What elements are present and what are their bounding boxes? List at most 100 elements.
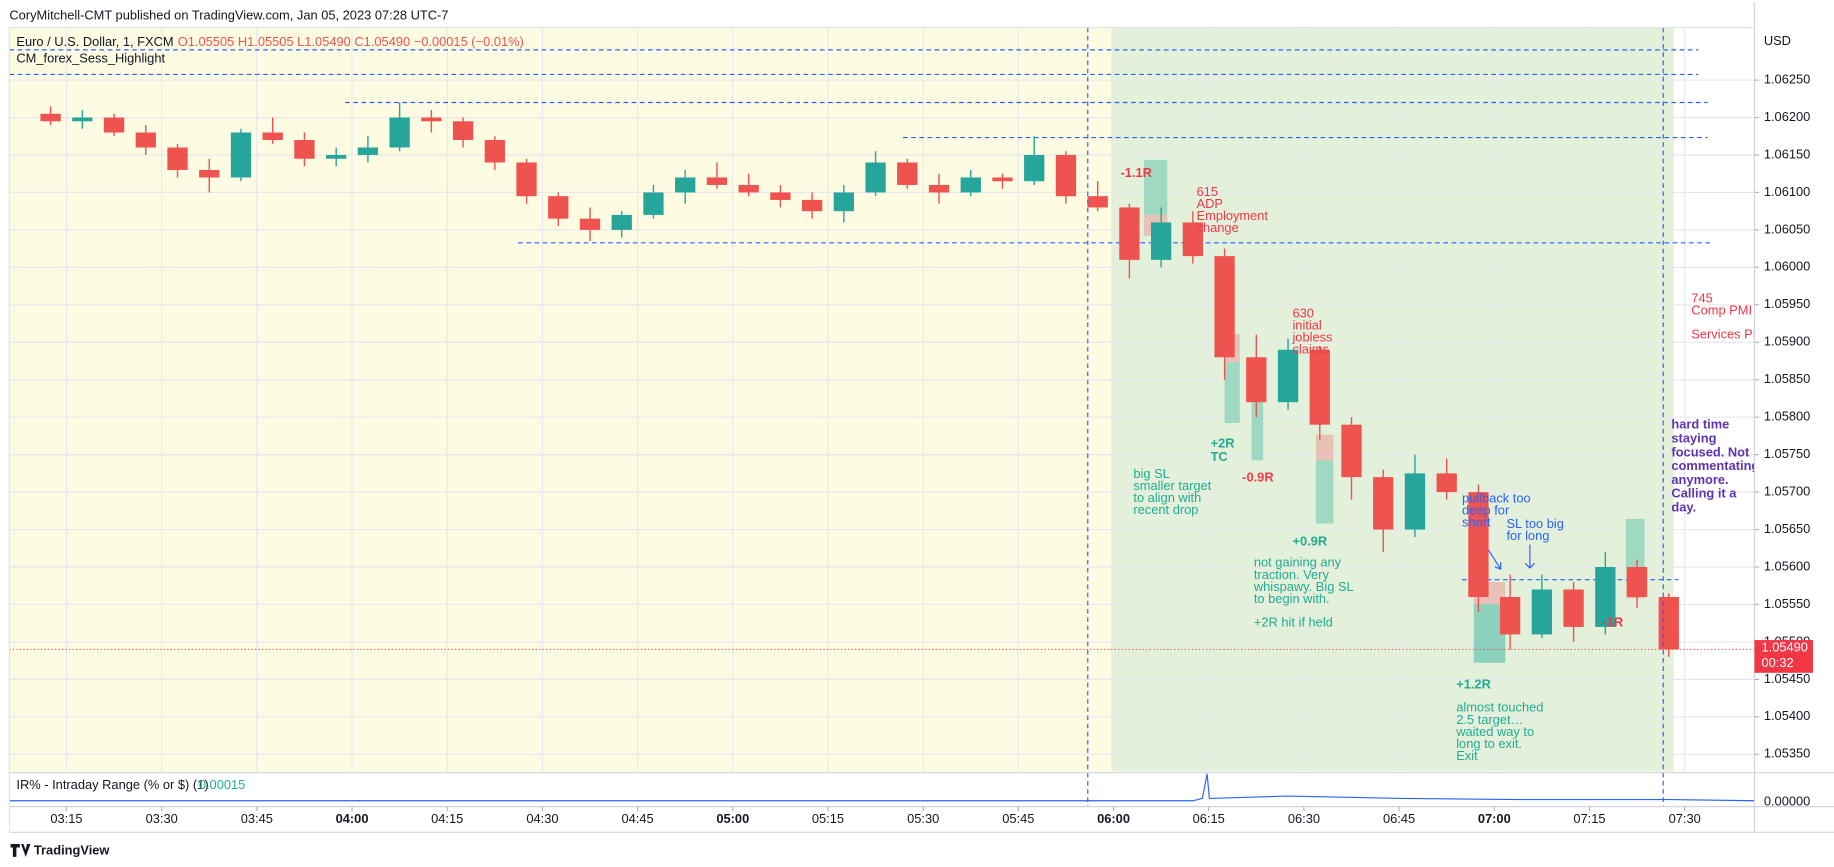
candle-body [1309,349,1330,425]
annotation: to align with [1133,490,1201,505]
candle-body [1214,256,1235,358]
footer-brand: TradingView [34,842,111,857]
candle-body [801,199,823,212]
target-box [1251,401,1264,461]
x-tick-label: 04:00 [336,811,369,826]
annotation: for long [1507,528,1550,543]
candle-body [611,214,632,230]
candle-body [1024,154,1045,182]
annotation: +2R [1211,435,1236,450]
candle-body [1626,567,1648,597]
annotation: Employment [1197,208,1269,223]
candle-body [167,147,188,170]
x-tick-label: 06:00 [1097,811,1130,826]
x-tick-label: 06:15 [1193,811,1225,826]
target-box [1143,159,1168,215]
annotation: -0.9R [1242,469,1274,484]
annotation: initial [1292,318,1321,333]
y-tick-label: 1.06250 [1764,71,1810,86]
logo [10,844,31,857]
annotation: whispawy. Big SL [1253,579,1354,594]
x-tick-label: 06:30 [1288,811,1320,826]
annotation: pullback too [1462,490,1531,505]
candle-body [738,184,759,193]
annotation: traction. Very [1254,567,1330,582]
annotation: TC [1211,449,1228,464]
annotation: recent drop [1133,502,1198,517]
x-tick-label: 04:30 [526,811,558,826]
candle-body [548,196,569,219]
target-box [1315,460,1334,524]
last-price-tag [1754,640,1813,673]
arrow-head [1494,562,1502,571]
candle-body [1499,596,1521,635]
candle-body [1404,473,1426,530]
candle-body [452,121,474,141]
annotation: change [1197,220,1239,235]
annotation: 2.5 target… [1456,712,1523,727]
candle-body [1563,589,1584,627]
candle-body [1119,207,1140,260]
candle-body [992,177,1013,182]
y-tick-label: 1.05650 [1764,521,1810,536]
symbol: Euro / U.S. Dollar, 1, FXCM [16,34,173,49]
candle-body [516,162,537,197]
annotation: 745 [1691,290,1712,305]
annotation: ADP [1197,196,1223,211]
annotation: long to exit. [1456,736,1522,751]
candle-body [1373,477,1394,530]
candle-body [1087,196,1108,208]
annotation: -1.1R [1121,165,1153,180]
annotation: 630 [1292,306,1313,321]
candle-body [199,169,220,178]
candles [9,102,1755,657]
annotation: short [1462,514,1491,529]
candle-body [484,140,505,163]
arrow-head [1524,562,1535,569]
stop-box [1315,434,1334,461]
annotation: staying [1671,431,1716,446]
y-tick-label: 1.05550 [1764,596,1810,611]
annotation: commentating [1671,458,1759,473]
annotation: Calling it a [1671,486,1737,501]
annotation: focused. Not [1671,444,1750,459]
x-tick-label: 05:00 [716,811,749,826]
annotation: Exit [1456,748,1478,763]
annotation: Comp PMI [1691,302,1752,317]
candle-body [960,177,981,193]
y-tick-label: 1.06150 [1764,146,1810,161]
candle-body [928,184,950,193]
candle-body [833,192,854,212]
candle-body [40,113,61,122]
y-tick-label: 1.05950 [1764,296,1810,311]
annotation: day. [1671,500,1696,515]
candle-body [1055,154,1077,197]
annotation: -1R [1602,614,1623,629]
annotation: Services PMI [1691,327,1767,342]
candle-body [103,117,125,133]
candle-body [230,132,252,178]
candle-body [389,117,410,148]
y-tick-label: 1.05750 [1764,446,1810,461]
candle-body [262,132,283,141]
x-tick-label: 07:00 [1478,811,1511,826]
x-tick-label: 04:45 [622,811,654,826]
countdown: 00:32 [1761,655,1793,670]
annotation: to begin with. [1254,591,1330,606]
candle-body [1182,222,1204,257]
candle-body [706,177,728,185]
last-price-label: 1.05490 [1761,640,1807,655]
y-tick-label: 1.05400 [1764,708,1810,723]
candle-body [294,140,315,159]
y-tick-label: 1.06050 [1764,221,1810,236]
study-name: CM_forex_Sess_Highlight [16,51,165,66]
candle-body [1531,589,1553,635]
annotation: anymore. [1671,472,1728,487]
candle-body [1658,596,1679,650]
annotation: 615 [1197,184,1218,199]
indicator-tick: 0.00000 [1764,793,1810,808]
candle-body [579,218,601,230]
annotation: almost touched [1456,700,1543,715]
